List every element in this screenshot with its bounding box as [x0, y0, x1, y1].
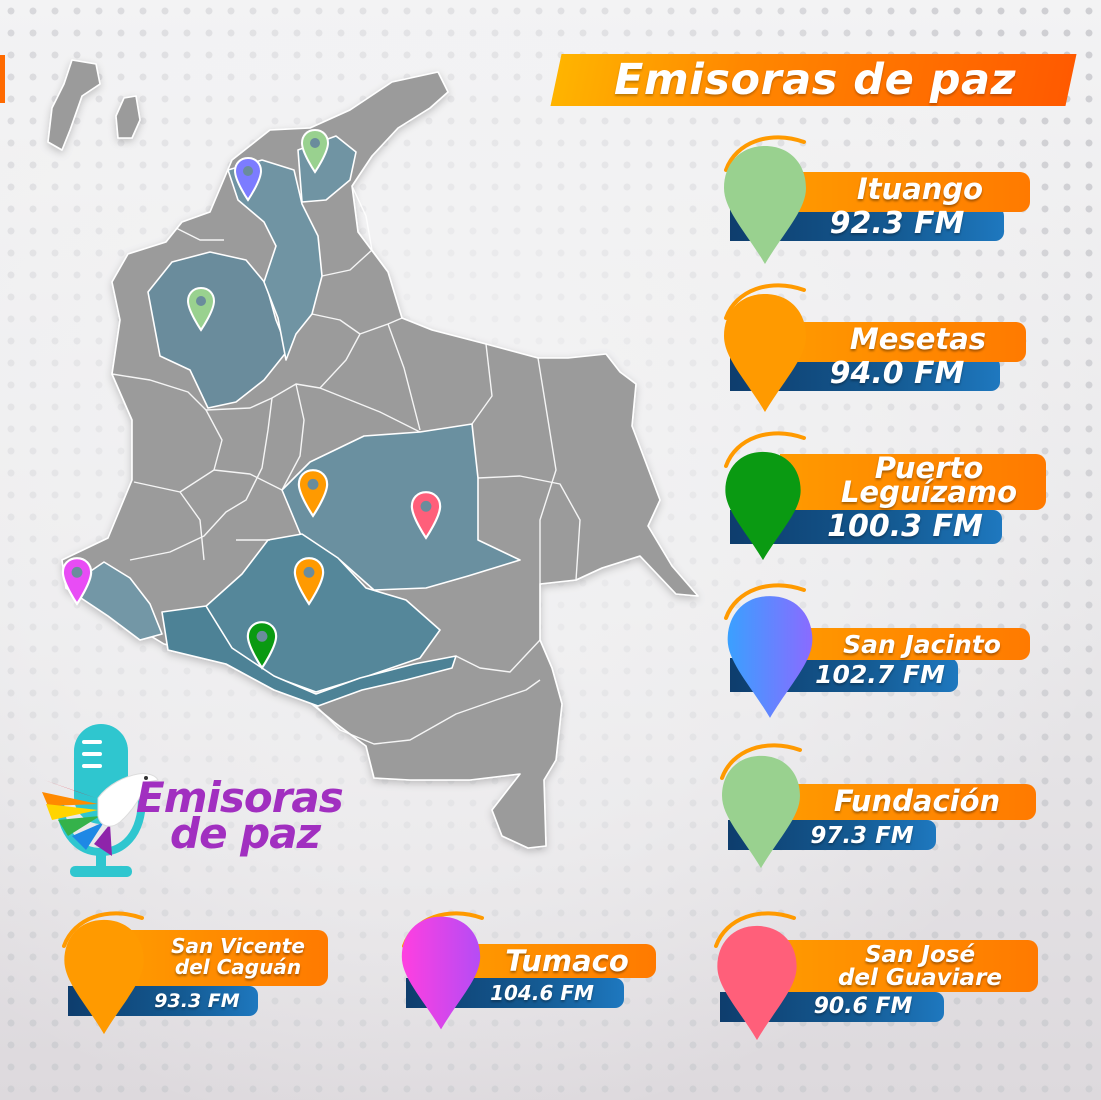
- location-pin-icon: [724, 294, 806, 412]
- region-meta: [281, 423, 521, 591]
- name-bar: [780, 628, 1030, 660]
- map-marker-fundacion: [300, 128, 330, 174]
- signal-arc-icon: [724, 583, 806, 620]
- station-frequency: 104.6 FM: [490, 981, 594, 1005]
- region-putumayo: [161, 605, 457, 707]
- location-pin-icon: [722, 755, 800, 869]
- location-pin-icon: [64, 919, 144, 1035]
- signal-arc-icon: [62, 911, 144, 948]
- name-bar: [780, 784, 1036, 820]
- station-name-line1: Puerto: [874, 451, 984, 485]
- name-bar: [774, 940, 1038, 992]
- page-title: Emisoras de paz: [613, 55, 1017, 105]
- providencia-island: [115, 95, 141, 139]
- name-bar: [780, 322, 1026, 362]
- station-name: Fundación: [833, 784, 1001, 818]
- station-name: Mesetas: [849, 322, 987, 356]
- station-card-san-jacinto: San Jacinto 102.7 FM: [714, 576, 1054, 721]
- name-bar: [780, 172, 1030, 212]
- name-bar: [462, 944, 656, 978]
- station-frequency: 93.3 FM: [154, 990, 240, 1012]
- signal-arc-icon: [720, 743, 802, 780]
- map-marker-ituango: [186, 286, 216, 332]
- station-name: Ituango: [856, 172, 984, 206]
- logo-text-line2: de paz: [170, 809, 321, 858]
- station-card-san-jose: San José del Guaviare 90.6 FM: [704, 904, 1054, 1044]
- station-frequency: 90.6 FM: [813, 994, 913, 1019]
- signal-arc-icon: [724, 283, 806, 320]
- edge-accent: [0, 55, 5, 103]
- station-name-line2: Leguízamo: [840, 475, 1018, 509]
- station-name-line1: San Vicente: [171, 934, 305, 958]
- location-pin-icon: [717, 925, 797, 1041]
- emisoras-logo: Emisoras de paz: [38, 720, 344, 885]
- station-name-line2: del Guaviare: [837, 965, 1003, 991]
- station-card-fundacion: Fundación 97.3 FM: [710, 736, 1054, 876]
- station-frequency: 94.0 FM: [829, 356, 965, 391]
- station-card-puerto-leguizamo: Puerto Leguízamo 100.3 FM: [714, 424, 1054, 564]
- location-pin-icon: [725, 451, 801, 561]
- station-name-line2: del Caguán: [174, 955, 302, 979]
- bird-icon: [42, 773, 159, 856]
- map-marker-puerto-leguizamo: [246, 621, 278, 670]
- location-pin-icon: [724, 146, 806, 264]
- name-bar: [780, 454, 1046, 510]
- station-frequency: 92.3 FM: [829, 206, 965, 241]
- station-frequency: 102.7 FM: [815, 660, 945, 689]
- map-marker-san-jose: [410, 491, 442, 540]
- signal-arc-icon: [724, 135, 806, 172]
- region-bolivar-magdalena: [227, 159, 323, 361]
- map-marker-san-vicente: [293, 557, 325, 606]
- station-name: San Jacinto: [843, 630, 1001, 659]
- signal-arc-icon: [714, 911, 796, 948]
- san-andres-island: [47, 59, 101, 151]
- signal-arc-icon: [724, 431, 806, 468]
- station-card-mesetas: Mesetas 94.0 FM: [714, 276, 1054, 416]
- station-name: Tumaco: [505, 944, 629, 978]
- location-pin-icon: [401, 916, 481, 1030]
- station-frequency: 100.3 FM: [827, 509, 983, 544]
- station-frequency: 97.3 FM: [810, 823, 914, 849]
- station-card-tumaco: Tumaco 104.6 FM: [392, 904, 672, 1044]
- station-card-ituango: Ituango 92.3 FM: [714, 128, 1054, 268]
- location-pin-icon: [727, 596, 813, 718]
- map-marker-san-jacinto: [233, 156, 263, 202]
- map-marker-mesetas: [297, 469, 329, 518]
- station-card-san-vicente: San Vicente del Caguán 93.3 FM: [52, 904, 342, 1044]
- station-name-line1: San José: [864, 942, 976, 968]
- logo-text-line1: Emisoras: [136, 773, 344, 822]
- name-bar: [122, 930, 328, 986]
- map-marker-tumaco: [61, 557, 93, 606]
